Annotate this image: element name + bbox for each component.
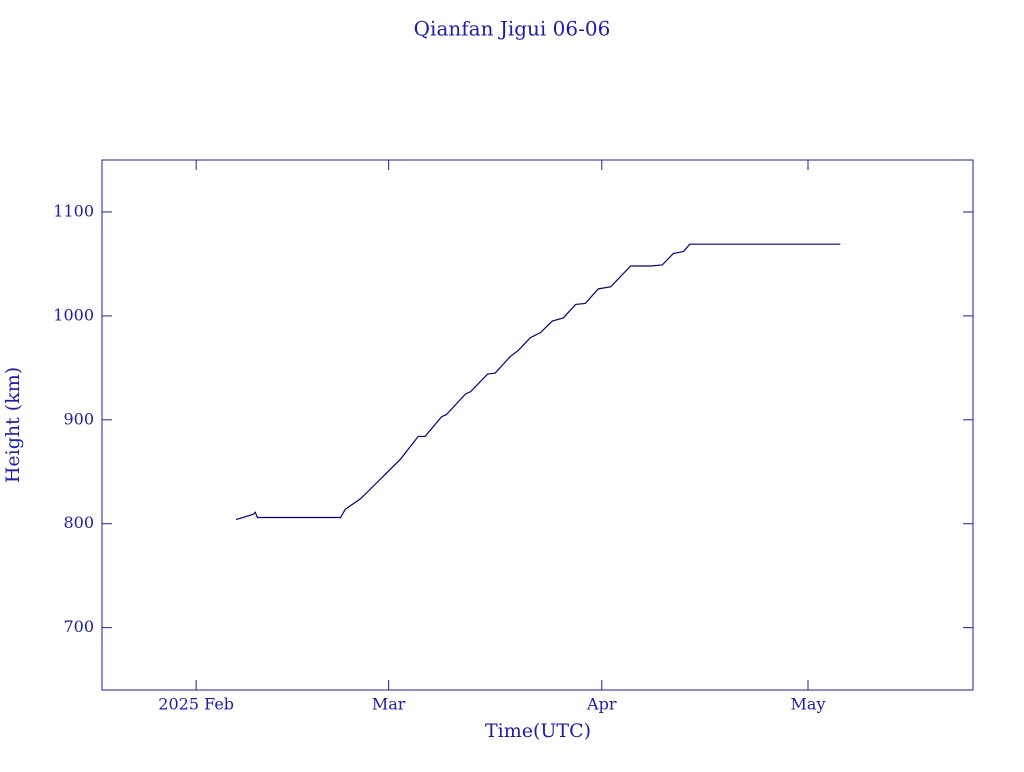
data-line xyxy=(235,243,841,521)
y-tick-label: 700 xyxy=(63,617,94,636)
x-tick-label: Mar xyxy=(372,695,406,714)
plot-frame xyxy=(101,159,974,691)
y-axis-title: Height (km) xyxy=(2,367,24,483)
y-tick-label: 1100 xyxy=(53,201,94,220)
y-tick-label: 1000 xyxy=(53,305,94,324)
y-tick-label: 800 xyxy=(63,513,94,532)
y-tick-label: 900 xyxy=(63,409,94,428)
x-tick-label: Apr xyxy=(586,695,617,714)
x-tick-label: May xyxy=(791,695,826,714)
x-axis-title: Time(UTC) xyxy=(485,720,591,742)
x-tick-label: 2025 Feb xyxy=(158,695,234,714)
chart-title: Qianfan Jigui 06-06 xyxy=(414,17,611,41)
